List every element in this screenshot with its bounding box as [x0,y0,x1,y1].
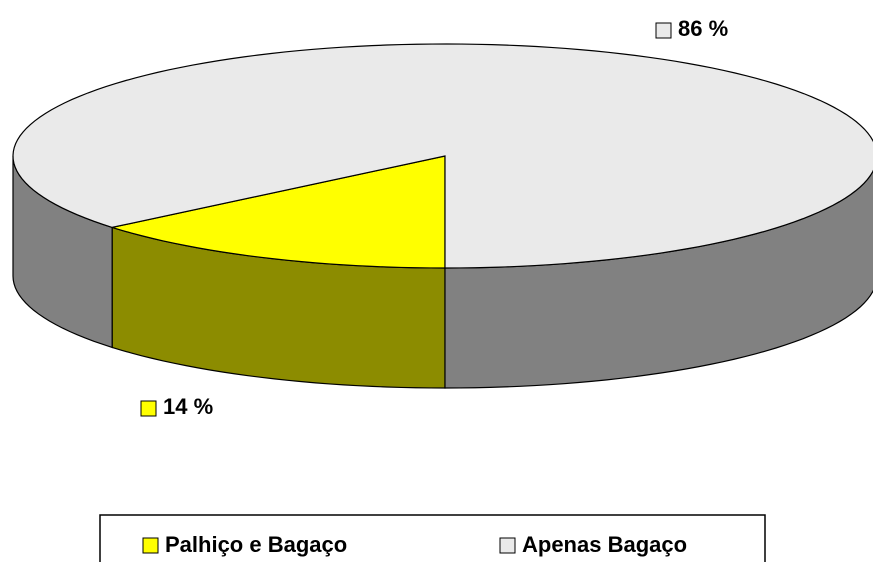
label-swatch [655,22,672,39]
data-label: 14 % [163,394,213,419]
pie-slice [12,43,873,269]
legend-box [99,514,766,562]
legend-label: Palhiço e Bagaço [165,532,347,557]
pie-slice [109,155,446,269]
legend-swatch [142,537,159,554]
data-label: 86 % [678,16,728,41]
legend-label: Apenas Bagaço [522,532,687,557]
label-swatch [140,400,157,417]
legend-swatch [499,537,516,554]
